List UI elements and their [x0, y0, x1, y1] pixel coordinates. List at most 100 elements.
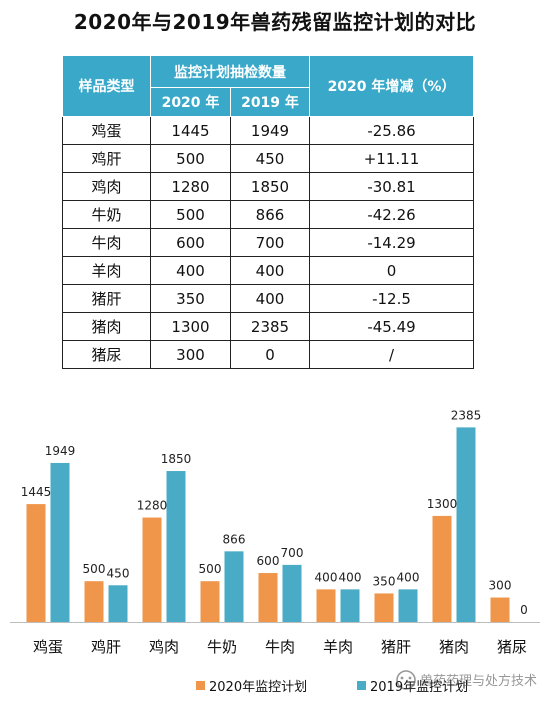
legend-label: 2019年监控计划 — [370, 680, 468, 695]
table-row: 猪肝 350 400 -12.5 — [62, 284, 474, 313]
cell-name: 牛肉 — [62, 228, 151, 257]
category-label: 羊肉 — [323, 638, 353, 656]
header-sampling-quantity: 监控计划抽检数量 — [150, 55, 310, 88]
wechat-icon-eye — [400, 676, 404, 680]
table-row: 羊肉 400 400 0 — [62, 256, 474, 285]
cell-change: / — [309, 340, 474, 369]
data-label: 500 — [83, 562, 106, 576]
bar-2020 — [432, 515, 452, 622]
bar-2019 — [50, 462, 70, 622]
bar-2019 — [282, 564, 302, 622]
cell-change: -42.26 — [309, 200, 474, 229]
bar-2020 — [26, 504, 46, 622]
category-label: 鸡肉 — [149, 638, 179, 656]
cell-2020: 1445 — [150, 116, 231, 145]
cell-change: +11.11 — [309, 144, 474, 173]
cell-change: -25.86 — [309, 116, 474, 145]
bar-2019 — [456, 427, 476, 622]
legend-label: 2020年监控计划 — [209, 680, 307, 695]
data-label: 400 — [315, 570, 338, 584]
cell-change: -12.5 — [309, 284, 474, 313]
legend-swatch — [357, 681, 366, 690]
category-label: 猪肝 — [381, 638, 411, 656]
cell-2020: 500 — [150, 200, 231, 229]
comparison-table: 样品类型 监控计划抽检数量 2020 年增减（%） 2020 年 2019 年 … — [62, 55, 474, 369]
cell-change: 0 — [309, 256, 474, 285]
cell-2019: 400 — [230, 284, 310, 313]
data-label: 400 — [397, 570, 420, 584]
watermark: 兽药药理与处方技术 — [396, 670, 537, 690]
cell-name: 羊肉 — [62, 256, 151, 285]
cell-2019: 0 — [230, 340, 310, 369]
table-row: 鸡蛋 1445 1949 -25.86 — [62, 116, 474, 145]
cell-2020: 600 — [150, 228, 231, 257]
data-label: 2385 — [451, 408, 482, 422]
category-label: 猪肉 — [439, 638, 469, 656]
cell-name: 猪尿 — [62, 340, 151, 369]
wechat-icon-eye — [408, 676, 412, 680]
cell-2020: 300 — [150, 340, 231, 369]
watermark-text: 兽药药理与处方技术 — [420, 673, 537, 689]
cell-2019: 1850 — [230, 172, 310, 201]
cell-2019: 1949 — [230, 116, 310, 145]
cell-2020: 350 — [150, 284, 231, 313]
cell-2020: 1280 — [150, 172, 231, 201]
data-label: 700 — [281, 546, 304, 560]
category-labels-group: 鸡蛋 鸡肝 鸡肉 牛奶 牛肉 羊肉 猪肝 猪肉 猪尿 — [33, 638, 527, 656]
cell-name: 猪肉 — [62, 312, 151, 341]
bar-2019 — [398, 589, 418, 622]
bar-2019 — [166, 471, 186, 622]
bar-2019 — [340, 589, 360, 622]
cell-2020: 400 — [150, 256, 231, 285]
cell-name: 猪肝 — [62, 284, 151, 313]
data-label: 1949 — [45, 444, 76, 458]
table-row: 鸡肉 1280 1850 -30.81 — [62, 172, 474, 201]
bar-2020 — [374, 593, 394, 622]
bar-2020 — [84, 581, 104, 622]
data-label: 866 — [223, 532, 246, 546]
cell-name: 牛奶 — [62, 200, 151, 229]
cell-change: -14.29 — [309, 228, 474, 257]
data-label: 400 — [339, 570, 362, 584]
cell-2019: 450 — [230, 144, 310, 173]
cell-2019: 866 — [230, 200, 310, 229]
data-label: 1280 — [137, 499, 168, 513]
category-label: 牛肉 — [265, 638, 295, 656]
cell-2019: 700 — [230, 228, 310, 257]
bar-2020 — [258, 573, 278, 622]
header-2019: 2019 年 — [230, 87, 310, 117]
cell-change: -45.49 — [309, 312, 474, 341]
data-label: 600 — [257, 554, 280, 568]
data-label: 0 — [520, 603, 528, 617]
table-row: 猪肉 1300 2385 -45.49 — [62, 312, 474, 341]
data-label: 1445 — [21, 485, 52, 499]
data-label: 500 — [199, 562, 222, 576]
bar-2019 — [108, 585, 128, 622]
bar-2020 — [316, 589, 336, 622]
wechat-icon — [396, 670, 416, 690]
legend: 2020年监控计划 2019年监控计划 — [196, 680, 468, 695]
category-label: 猪尿 — [497, 638, 527, 656]
bars-group — [26, 427, 510, 622]
table-row: 猪尿 300 0/ — [62, 340, 474, 369]
table-row: 鸡肝 500 450 +11.11 — [62, 144, 474, 173]
data-label: 350 — [373, 574, 396, 588]
cell-name: 鸡肉 — [62, 172, 151, 201]
cell-2019: 2385 — [230, 312, 310, 341]
table-row: 牛奶 500 866 -42.26 — [62, 200, 474, 229]
table-row: 牛肉 600 700 -14.29 — [62, 228, 474, 257]
cell-2019: 400 — [230, 256, 310, 285]
cell-name: 鸡蛋 — [62, 116, 151, 145]
bar-2019 — [224, 551, 244, 622]
category-label: 鸡肝 — [91, 638, 121, 656]
data-label: 300 — [489, 579, 512, 593]
cell-name: 鸡肝 — [62, 144, 151, 173]
header-change-percent: 2020 年增减（%） — [309, 55, 474, 117]
cell-2020: 500 — [150, 144, 231, 173]
data-label: 1300 — [427, 497, 458, 511]
page-title: 2020年与2019年兽药残留监控计划的对比 — [73, 10, 477, 34]
legend-swatch — [196, 681, 205, 690]
data-label: 450 — [107, 566, 130, 580]
